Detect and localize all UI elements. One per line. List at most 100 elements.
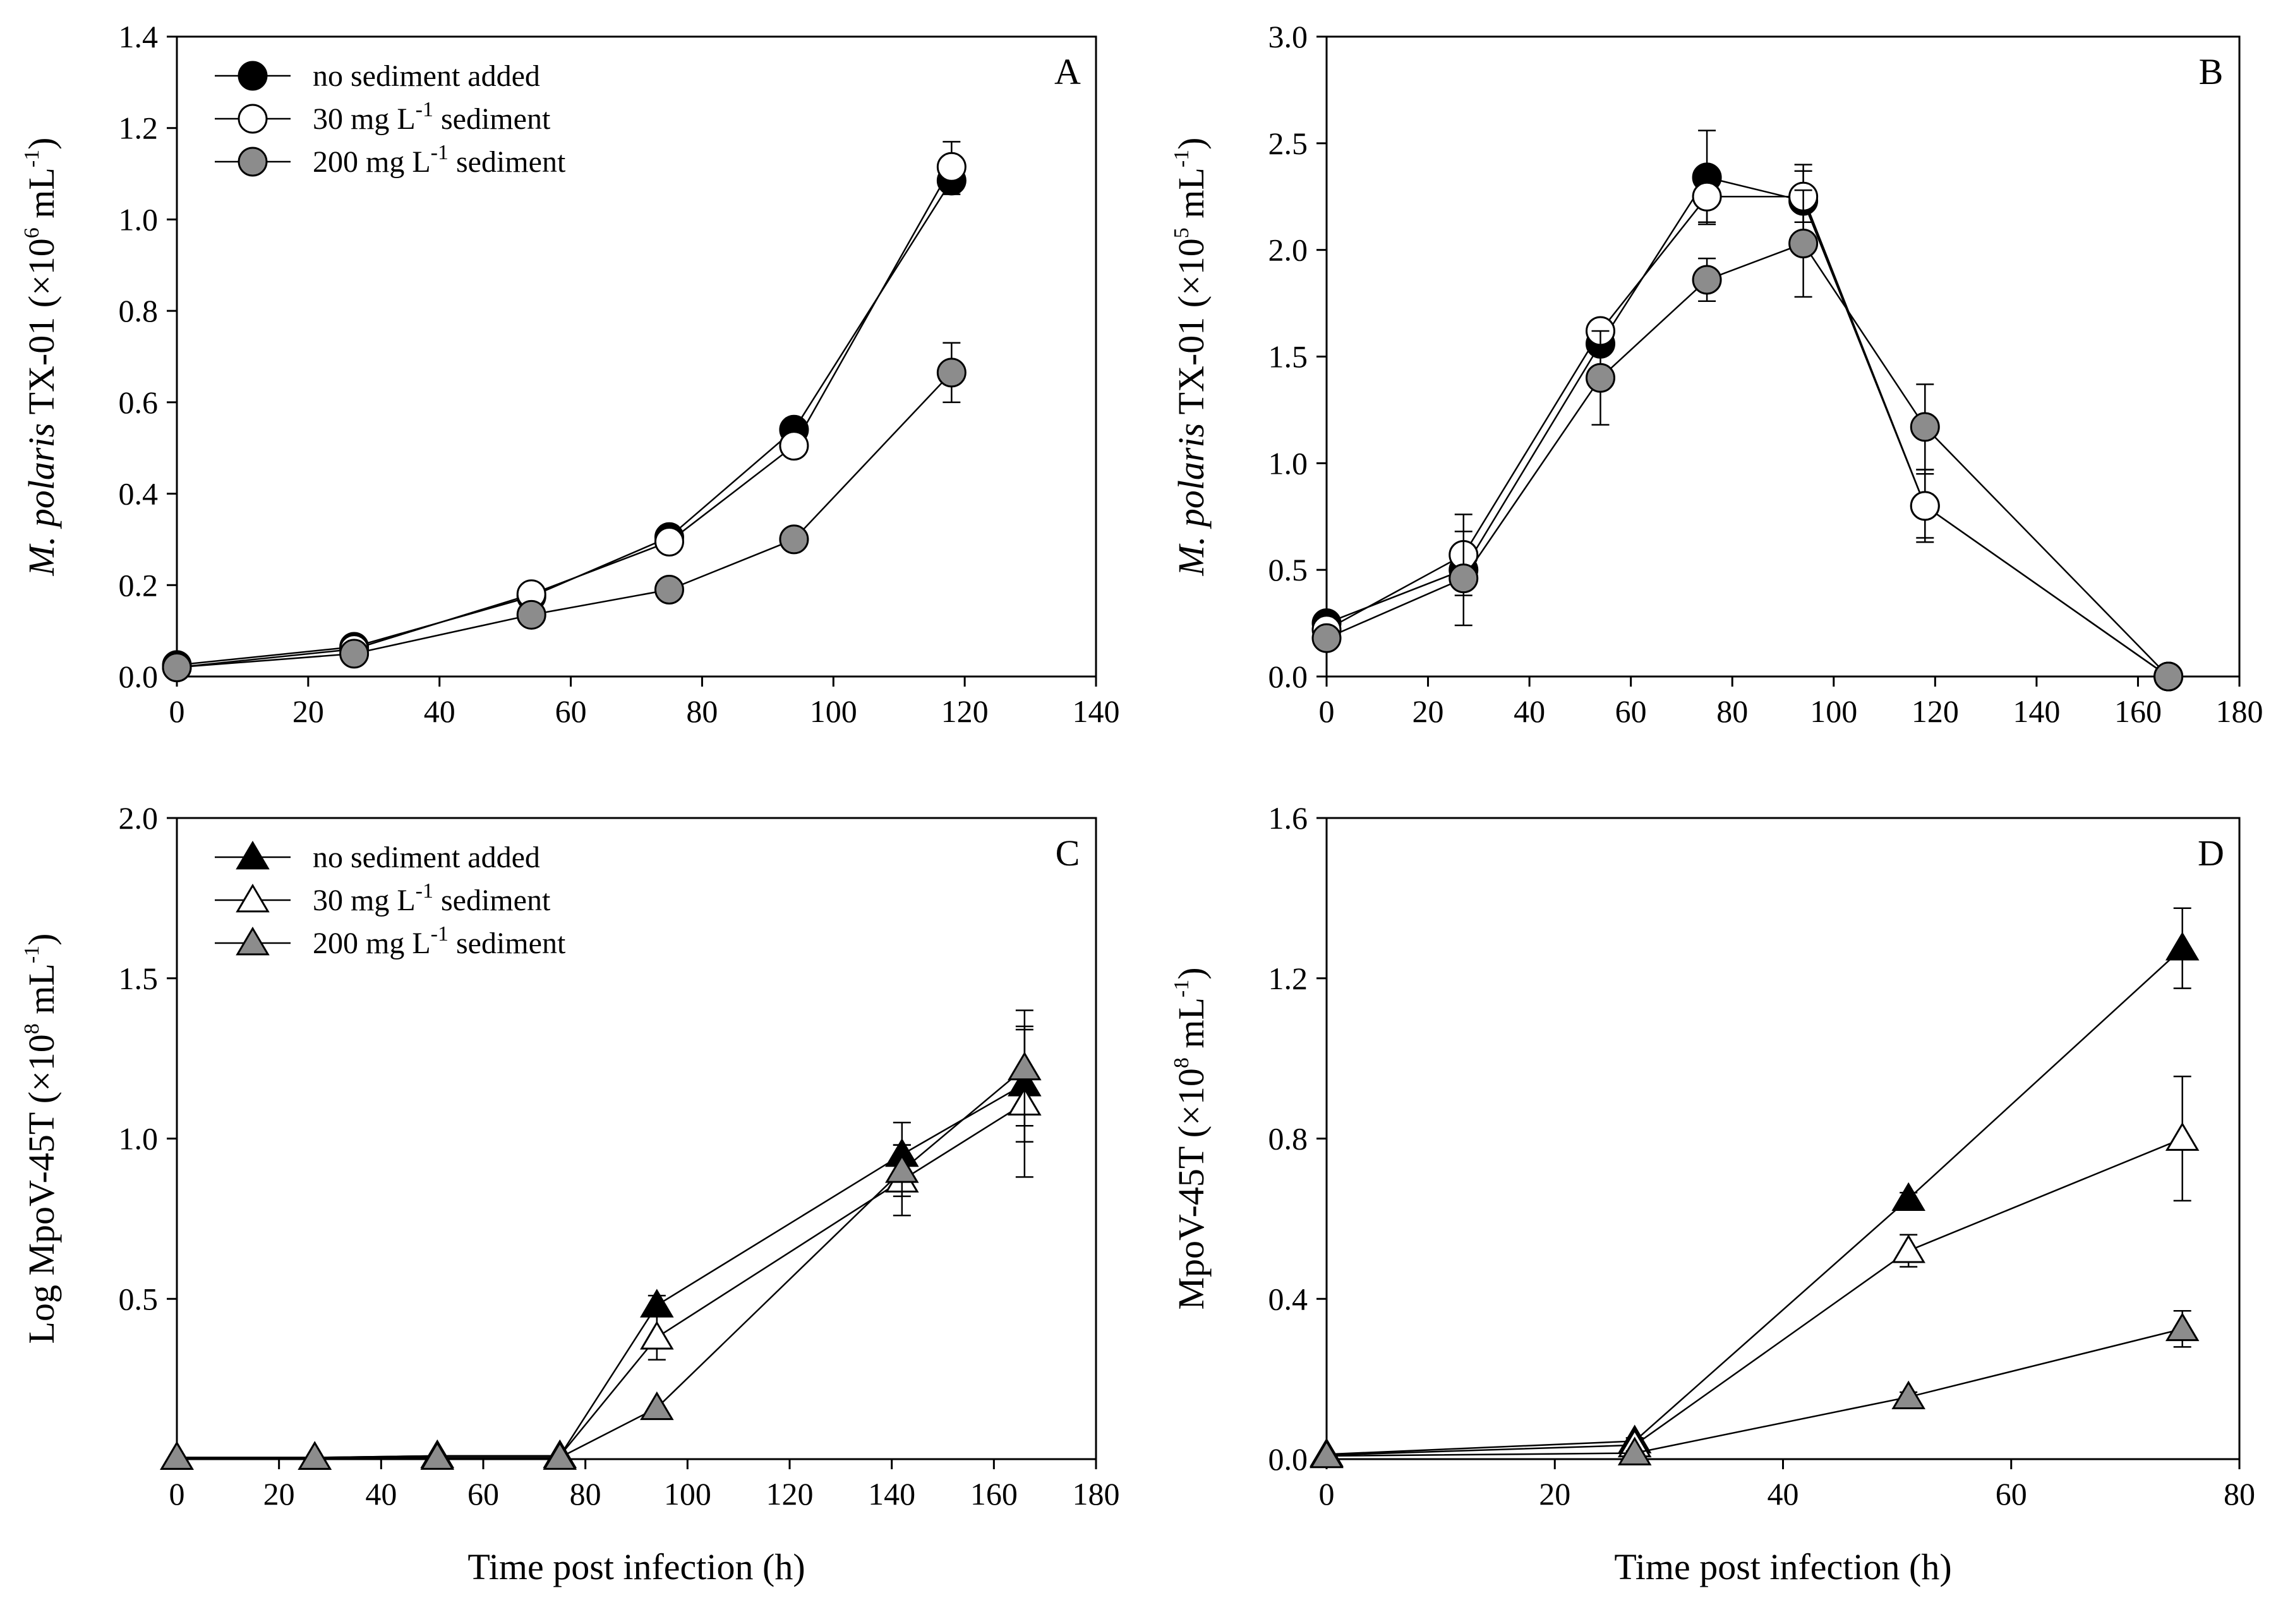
y-tick-label-b: 2.0 bbox=[1268, 232, 1308, 268]
legend-marker bbox=[238, 61, 268, 91]
x-axis-title-d: Time post infection (h) bbox=[1614, 1546, 1951, 1587]
data-point-a bbox=[779, 524, 809, 555]
y-axis-title-b: M. polaris TX-01 (×105 mL-1) bbox=[1170, 138, 1212, 577]
legend-label: 30 mg L-1 sediment bbox=[313, 98, 551, 136]
series-line-a-1 bbox=[176, 180, 953, 666]
x-tick-label-a: 40 bbox=[424, 694, 455, 729]
x-tick-label-c: 20 bbox=[263, 1476, 295, 1512]
legend-marker bbox=[238, 147, 268, 177]
x-axis-title-c: Time post infection (h) bbox=[467, 1546, 805, 1587]
data-point-b bbox=[1692, 265, 1722, 295]
series-b-3 bbox=[1311, 189, 2184, 692]
data-point-b bbox=[1311, 623, 1342, 653]
y-tick-label-c: 0.5 bbox=[119, 1281, 159, 1316]
x-tick-label-a: 20 bbox=[292, 694, 324, 729]
y-tick-label-d: 0.8 bbox=[1268, 1121, 1308, 1157]
series-line-b-1 bbox=[1326, 176, 2169, 678]
data-point-c bbox=[543, 1441, 577, 1470]
y-tick-label-b: 2.5 bbox=[1268, 126, 1308, 161]
x-tick-label-d: 60 bbox=[1996, 1476, 2027, 1512]
data-point-d bbox=[2165, 932, 2200, 961]
series-c-3 bbox=[160, 1009, 1042, 1470]
series-a-3 bbox=[162, 342, 967, 683]
data-point-a bbox=[936, 152, 967, 182]
data-point-a bbox=[339, 639, 370, 669]
panel-b: 0 20 40 60 80 100 120 140 160 180 0.0 0.5 1.0 1.5 2.0 2… bbox=[1170, 19, 2263, 729]
y-tick-label-c: 1.0 bbox=[119, 1121, 159, 1157]
series-d-2 bbox=[1310, 1075, 2200, 1468]
series-d-3 bbox=[1310, 1310, 2200, 1469]
series-line-c-3 bbox=[177, 1067, 1025, 1459]
data-point-d bbox=[2165, 1312, 2200, 1342]
panel-label-b: B bbox=[2199, 51, 2224, 92]
legend-label: 200 mg L-1 sediment bbox=[313, 141, 566, 179]
data-point-c bbox=[420, 1441, 455, 1470]
data-point-a bbox=[162, 653, 192, 683]
y-tick-label-c: 1.5 bbox=[119, 961, 159, 996]
x-tick-label-a: 80 bbox=[686, 694, 718, 729]
plot-frame-d bbox=[1325, 817, 2241, 1460]
x-tick-label-d: 20 bbox=[1539, 1476, 1570, 1512]
panel-d: 0 20 40 60 80 0.0 0.4 0.8 1.2 1.6 D MpoV-45T (×108 … bbox=[1170, 800, 2255, 1587]
legend-label: no sediment added bbox=[313, 841, 540, 874]
x-tick-label-b: 100 bbox=[1810, 694, 1857, 729]
x-tick-label-b: 180 bbox=[2216, 694, 2263, 729]
data-point-c bbox=[1008, 1051, 1042, 1081]
x-tick-label-c: 80 bbox=[570, 1476, 601, 1512]
x-tick-label-d: 0 bbox=[1319, 1476, 1335, 1512]
series-a-2 bbox=[162, 141, 967, 683]
x-tick-label-b: 140 bbox=[2013, 694, 2060, 729]
x-tick-label-d: 80 bbox=[2224, 1476, 2255, 1512]
panel-c: 0 20 40 60 80 100 120 140 160 180 0.5 1.0 1.5 2.0 C Log… bbox=[20, 800, 1120, 1587]
series-line-a-3 bbox=[176, 371, 953, 668]
legend-label: 30 mg L-1 sediment bbox=[313, 879, 551, 917]
series-line-d-3 bbox=[1326, 1328, 2183, 1457]
x-tick-label-a: 140 bbox=[1073, 694, 1120, 729]
x-tick-label-a: 60 bbox=[555, 694, 587, 729]
panel-label-a: A bbox=[1054, 51, 1081, 92]
series-line-a-2 bbox=[176, 166, 953, 668]
x-tick-label-a: 100 bbox=[810, 694, 857, 729]
y-tick-label-a: 0.0 bbox=[119, 659, 159, 694]
x-tick-label-b: 20 bbox=[1413, 694, 1444, 729]
y-tick-label-a: 0.4 bbox=[119, 476, 159, 512]
data-point-a bbox=[516, 599, 546, 630]
legend-label: 200 mg L-1 sediment bbox=[313, 922, 566, 960]
data-point-b bbox=[1788, 229, 1819, 259]
series-line-d-1 bbox=[1326, 947, 2183, 1455]
y-tick-label-d: 1.6 bbox=[1268, 800, 1308, 836]
y-tick-label-d: 1.2 bbox=[1268, 961, 1308, 996]
legend-marker bbox=[236, 883, 270, 913]
x-tick-label-c: 120 bbox=[766, 1476, 814, 1512]
legend-c: no sediment added 30 mg L-1 sediment 200 m… bbox=[215, 840, 566, 960]
legend-a: no sediment added 30 mg L-1 sediment 200 m… bbox=[215, 59, 566, 179]
x-tick-label-c: 160 bbox=[970, 1476, 1018, 1512]
x-tick-label-b: 80 bbox=[1716, 694, 1748, 729]
x-tick-label-b: 120 bbox=[1912, 694, 1959, 729]
x-tick-label-b: 160 bbox=[2114, 694, 2162, 729]
data-point-d bbox=[1891, 1182, 1925, 1212]
panel-label-d: D bbox=[2198, 833, 2224, 874]
x-tick-label-d: 40 bbox=[1768, 1476, 1799, 1512]
series-b-2 bbox=[1311, 170, 2184, 692]
y-tick-label-a: 0.6 bbox=[119, 385, 159, 420]
data-point-d bbox=[1891, 1380, 1925, 1410]
x-tick-label-c: 180 bbox=[1073, 1476, 1120, 1512]
data-point-d bbox=[1310, 1439, 1344, 1469]
data-point-c bbox=[160, 1441, 194, 1470]
plot-frame-a bbox=[176, 35, 1097, 678]
y-tick-label-b: 1.5 bbox=[1268, 339, 1308, 375]
data-point-c bbox=[885, 1154, 919, 1183]
series-line-d-2 bbox=[1326, 1138, 2183, 1456]
y-tick-label-a: 1.4 bbox=[119, 19, 159, 54]
series-a-1 bbox=[162, 165, 967, 680]
data-point-a bbox=[654, 527, 684, 557]
x-tick-label-b: 40 bbox=[1514, 694, 1545, 729]
data-point-d bbox=[2165, 1122, 2200, 1151]
data-point-a bbox=[936, 358, 967, 388]
x-tick-label-b: 0 bbox=[1319, 694, 1335, 729]
legend-marker bbox=[236, 840, 270, 870]
data-point-c bbox=[640, 1289, 674, 1318]
y-tick-label-b: 1.0 bbox=[1268, 445, 1308, 481]
